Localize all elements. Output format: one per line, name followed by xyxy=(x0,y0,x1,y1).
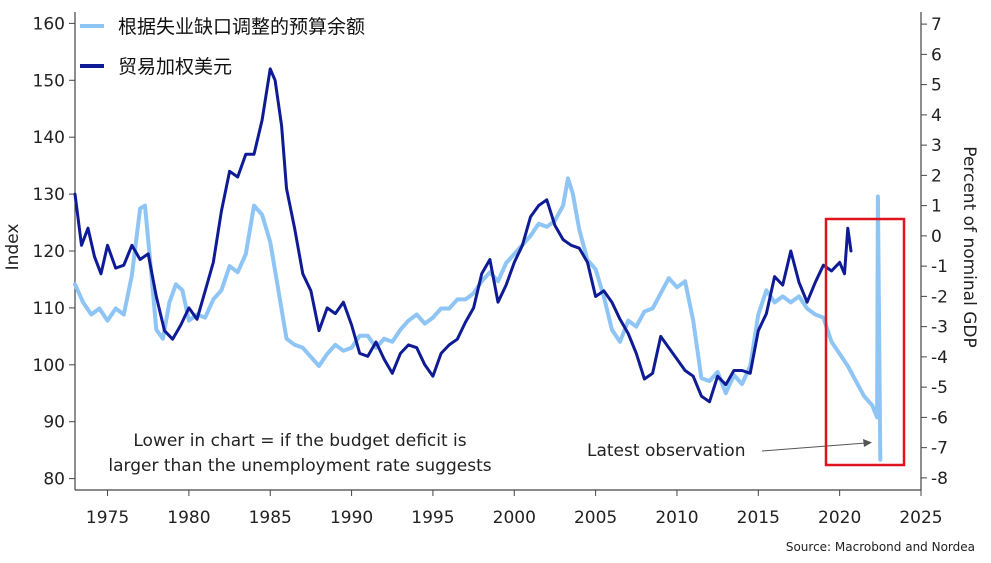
y-right-tick-label: 6 xyxy=(931,45,942,65)
y-left-tick-label: 160 xyxy=(33,14,65,34)
x-tick-label: 1990 xyxy=(330,508,373,528)
y-right-tick-label: -1 xyxy=(931,257,948,277)
y-right-axis-title: Percent of nominal GDP xyxy=(959,146,979,347)
x-tick-label: 2015 xyxy=(737,508,780,528)
y-right-tick-label: -2 xyxy=(931,287,948,307)
x-tick-label: 1985 xyxy=(249,508,292,528)
x-tick-label: 1975 xyxy=(86,508,129,528)
y-left-tick-label: 110 xyxy=(33,299,65,319)
y-right-tick-label: -5 xyxy=(931,378,948,398)
y-right-tick-label: -7 xyxy=(931,439,948,459)
annotations: Lower in chart = if the budget deficit i… xyxy=(108,217,975,554)
source-note: Source: Macrobond and Nordea xyxy=(786,540,975,554)
latest-observation-arrow xyxy=(761,442,867,452)
highlight-box xyxy=(824,217,906,467)
x-tick-label: 2010 xyxy=(655,508,698,528)
series-line-budget-balance xyxy=(73,176,883,462)
y-left-tick-label: 130 xyxy=(33,185,65,205)
y-right-tick-label: 1 xyxy=(931,197,942,217)
x-tick-label: 1980 xyxy=(167,508,210,528)
arrow-head-icon xyxy=(863,439,872,447)
y-left-tick-label: 140 xyxy=(33,128,65,148)
y-right-tick-label: 4 xyxy=(931,106,942,126)
y-right-tick-label: 5 xyxy=(931,76,942,96)
x-tick-label: 2000 xyxy=(493,508,536,528)
y-right-tick-label: -8 xyxy=(931,469,948,489)
x-tick-label: 2020 xyxy=(818,508,861,528)
y-right-tick-label: 2 xyxy=(931,166,942,186)
note-line-1: Lower in chart = if the budget deficit i… xyxy=(133,431,466,451)
y-left-tick-label: 120 xyxy=(33,242,65,262)
y-right-tick-label: -3 xyxy=(931,318,948,338)
y-right-tick-label: 3 xyxy=(931,136,942,156)
axes: 1975 1980 1985 1990 1995 2000 2005 2010 2015 2020… xyxy=(3,12,979,528)
note-line-2: larger than the unemployment rate sugges… xyxy=(108,456,491,476)
x-tick-label: 1995 xyxy=(411,508,454,528)
y-right-tick-label: 7 xyxy=(931,15,942,35)
y-right-tick-label: -4 xyxy=(931,348,948,368)
y-right-tick-label: -6 xyxy=(931,408,948,428)
x-tick-label: 2025 xyxy=(899,508,942,528)
latest-observation-label: Latest observation xyxy=(587,441,745,461)
y-left-tick-label: 90 xyxy=(43,413,65,433)
legend-label: 贸易加权美元 xyxy=(118,56,232,78)
y-right-tick-label: 0 xyxy=(931,227,942,247)
series-line-trade-weighted-usd xyxy=(73,67,853,404)
y-left-axis-title: Index xyxy=(3,224,23,271)
y-left-tick-label: 150 xyxy=(33,71,65,91)
x-tick-label: 2005 xyxy=(574,508,617,528)
legend-label: 根据失业缺口调整的预算余额 xyxy=(118,16,365,38)
series-lines xyxy=(73,67,883,462)
y-left-tick-label: 100 xyxy=(33,356,65,376)
y-left-tick-label: 80 xyxy=(43,470,65,490)
